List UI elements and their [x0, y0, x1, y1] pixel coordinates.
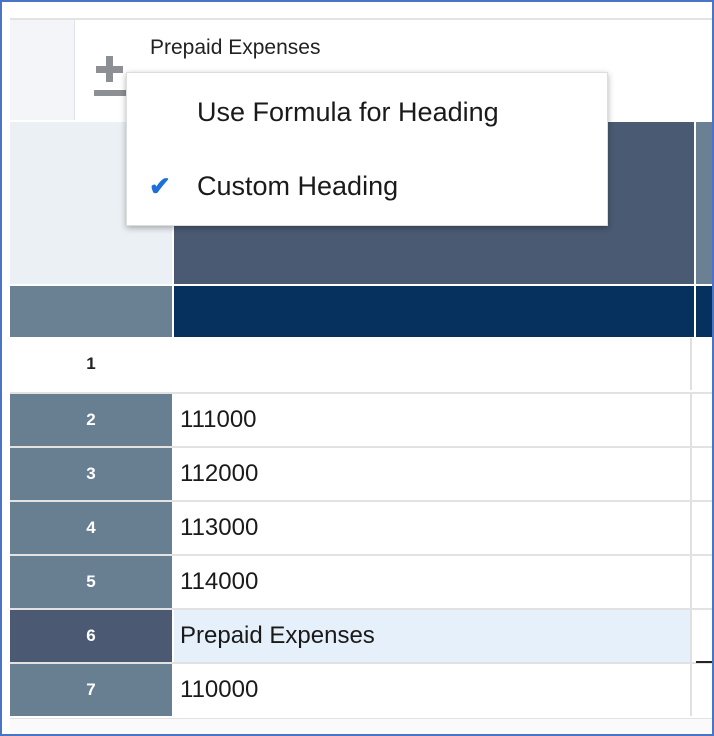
cell[interactable]: Prepaid Expenses — [174, 610, 692, 662]
cell[interactable] — [174, 338, 692, 390]
table-row-selected[interactable]: 6 Prepaid Expenses — [10, 610, 712, 662]
table-row[interactable]: 3 112000 — [10, 448, 712, 500]
table-row[interactable]: 7 110000 — [10, 664, 712, 716]
row-header[interactable]: 2 — [10, 394, 172, 446]
divider — [10, 500, 712, 502]
menu-item-custom-heading[interactable]: ✔ Custom Heading — [127, 151, 607, 221]
column-header-next[interactable] — [696, 122, 712, 284]
subheader-corner — [10, 286, 172, 337]
menu-item-label: Use Formula for Heading — [197, 96, 499, 127]
cell[interactable]: 112000 — [174, 448, 692, 500]
cell[interactable]: 111000 — [174, 394, 692, 446]
row-header[interactable]: 1 — [10, 338, 172, 390]
cell[interactable]: 113000 — [174, 502, 692, 554]
column-subheader[interactable] — [174, 286, 694, 337]
grid-footer — [10, 718, 712, 734]
table-row[interactable]: 2 111000 — [10, 394, 712, 446]
divider — [10, 18, 712, 20]
plus-minus-icon[interactable] — [94, 54, 126, 100]
divider — [10, 392, 712, 394]
row-header[interactable]: 5 — [10, 556, 172, 608]
divider — [10, 662, 712, 664]
row-header[interactable]: 7 — [10, 664, 172, 716]
toolbar-title: Prepaid Expenses — [150, 36, 321, 59]
table-row[interactable]: 4 113000 — [10, 502, 712, 554]
heading-context-menu: Use Formula for Heading ✔ Custom Heading — [126, 72, 608, 226]
divider — [696, 661, 712, 663]
menu-item-label: Custom Heading — [197, 170, 399, 201]
menu-item-use-formula[interactable]: Use Formula for Heading — [127, 77, 607, 147]
checkmark-icon: ✔ — [149, 170, 171, 201]
cell[interactable]: 110000 — [174, 664, 692, 716]
table-row[interactable]: 1 — [10, 338, 712, 390]
corner-cell — [10, 20, 75, 120]
column-subheader-next[interactable] — [696, 286, 712, 337]
row-header[interactable]: 4 — [10, 502, 172, 554]
divider — [10, 446, 712, 448]
divider — [10, 554, 712, 556]
table-row[interactable]: 5 114000 — [10, 556, 712, 608]
row-header[interactable]: 6 — [10, 610, 172, 662]
row-header[interactable]: 3 — [10, 448, 172, 500]
divider — [10, 608, 712, 610]
cell[interactable]: 114000 — [174, 556, 692, 608]
